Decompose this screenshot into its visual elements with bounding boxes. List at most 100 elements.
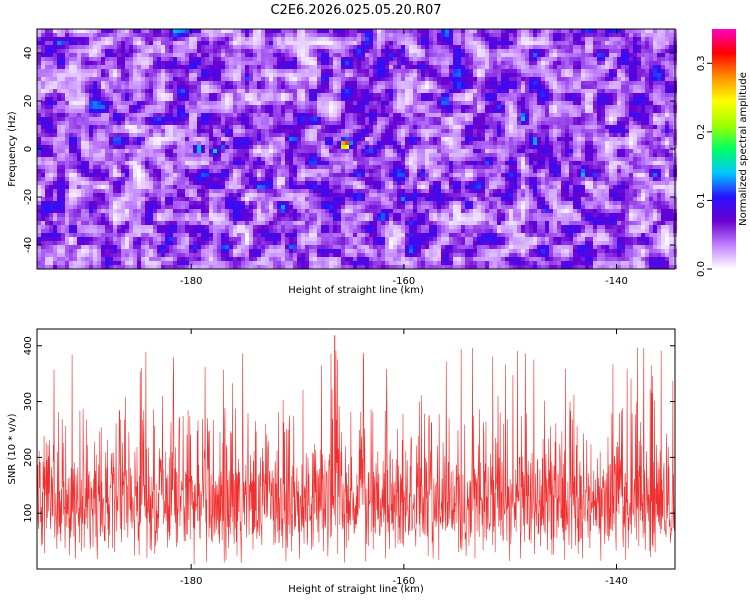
heatmap-cell — [553, 149, 557, 153]
heatmap-cell — [649, 137, 653, 141]
heatmap-cell — [505, 129, 509, 133]
heatmap-cell — [213, 149, 217, 153]
heatmap-cell — [373, 141, 377, 145]
heatmap-cell — [481, 41, 485, 45]
heatmap-cell — [181, 73, 185, 77]
heatmap-cell — [477, 61, 481, 65]
heatmap-cell — [305, 33, 309, 37]
heatmap-cell — [485, 65, 489, 69]
heatmap-cell — [129, 53, 133, 57]
heatmap-cell — [389, 29, 393, 33]
heatmap-cell — [325, 45, 329, 49]
heatmap-cell — [217, 133, 221, 137]
heatmap-cell — [217, 65, 221, 69]
heatmap-cell — [197, 65, 201, 69]
heatmap-cell — [577, 125, 581, 129]
heatmap-cell — [237, 93, 241, 97]
heatmap-cell — [381, 37, 385, 41]
heatmap-cell — [513, 85, 517, 89]
heatmap-cell — [129, 37, 133, 41]
heatmap-cell — [233, 29, 237, 33]
heatmap-cell — [109, 73, 113, 77]
heatmap-cell — [213, 97, 217, 101]
heatmap-cell — [505, 41, 509, 45]
heatmap-cell — [465, 29, 469, 33]
heatmap-cell — [49, 85, 53, 89]
heatmap-cell — [661, 93, 665, 97]
heatmap-cell — [601, 113, 605, 117]
heatmap-cell — [45, 77, 49, 81]
heatmap-cell — [553, 141, 557, 145]
heatmap-cell — [277, 33, 281, 37]
heatmap-cell — [229, 129, 233, 133]
heatmap-cell — [549, 137, 553, 141]
heatmap-cell — [485, 125, 489, 129]
heatmap-cell — [465, 33, 469, 37]
heatmap-cell — [657, 129, 661, 133]
heatmap-cell — [617, 65, 621, 69]
heatmap-cell — [197, 29, 201, 33]
heatmap-cell — [277, 65, 281, 69]
heatmap-cell — [293, 65, 297, 69]
heatmap-cell — [129, 81, 133, 85]
heatmap-cell — [537, 73, 541, 77]
heatmap-cell — [561, 129, 565, 133]
heatmap-cell — [229, 133, 233, 137]
heatmap-cell — [645, 73, 649, 77]
heatmap-cell — [421, 29, 425, 33]
heatmap-cell — [117, 37, 121, 41]
heatmap-cell — [473, 45, 477, 49]
heatmap-cell — [57, 73, 61, 77]
heatmap-cell — [289, 129, 293, 133]
heatmap-cell — [117, 117, 121, 121]
heatmap-cell — [385, 69, 389, 73]
heatmap-cell — [265, 73, 269, 77]
heatmap-cell — [345, 121, 349, 125]
heatmap-cell — [105, 149, 109, 153]
heatmap-cell — [133, 49, 137, 53]
heatmap-cell — [193, 97, 197, 101]
heatmap-cell — [229, 117, 233, 121]
heatmap-cell — [205, 37, 209, 41]
heatmap-cell — [561, 29, 565, 33]
heatmap-cell — [377, 73, 381, 77]
heatmap-cell — [77, 61, 81, 65]
heatmap-cell — [465, 113, 469, 117]
heatmap-cell — [37, 29, 41, 33]
heatmap-cell — [409, 45, 413, 49]
heatmap-cell — [113, 61, 117, 65]
heatmap-cell — [409, 57, 413, 61]
heatmap-cell — [177, 109, 181, 113]
heatmap-cell — [333, 121, 337, 125]
heatmap-cell — [293, 61, 297, 65]
heatmap-cell — [505, 69, 509, 73]
heatmap-cell — [49, 89, 53, 93]
heatmap-cell — [409, 145, 413, 149]
heatmap-cell — [545, 65, 549, 69]
heatmap-cell — [81, 69, 85, 73]
heatmap-cell — [449, 89, 453, 93]
heatmap-cell — [489, 125, 493, 129]
heatmap-cell — [141, 61, 145, 65]
heatmap-cell — [381, 97, 385, 101]
heatmap-cell — [213, 77, 217, 81]
heatmap-cell — [341, 37, 345, 41]
heatmap-cell — [621, 145, 625, 149]
heatmap-cell — [441, 149, 445, 153]
heatmap-cell — [653, 53, 657, 57]
heatmap-cell — [85, 137, 89, 141]
heatmap-cell — [345, 69, 349, 73]
heatmap-cell — [549, 49, 553, 53]
heatmap-cell — [385, 89, 389, 93]
heatmap-cell — [329, 109, 333, 113]
heatmap-cell — [221, 33, 225, 37]
heatmap-cell — [525, 85, 529, 89]
heatmap-cell — [509, 61, 513, 65]
heatmap-cell — [541, 61, 545, 65]
heatmap-cell — [133, 141, 137, 145]
heatmap-cell — [225, 73, 229, 77]
heatmap-cell — [597, 65, 601, 69]
heatmap-cell — [73, 89, 77, 93]
heatmap-cell — [385, 145, 389, 149]
heatmap-cell — [165, 29, 169, 33]
